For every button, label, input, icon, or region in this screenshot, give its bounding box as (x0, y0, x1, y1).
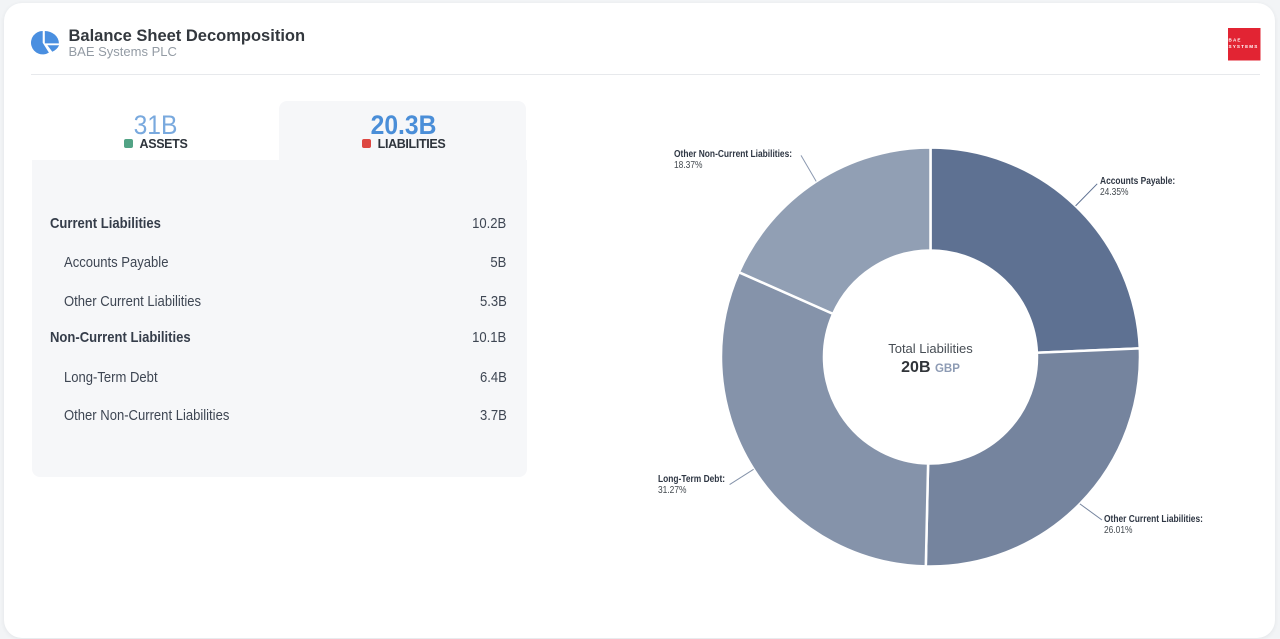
svg-text:SYSTEMS: SYSTEMS (1229, 44, 1259, 49)
svg-text:BAE: BAE (1229, 37, 1242, 42)
